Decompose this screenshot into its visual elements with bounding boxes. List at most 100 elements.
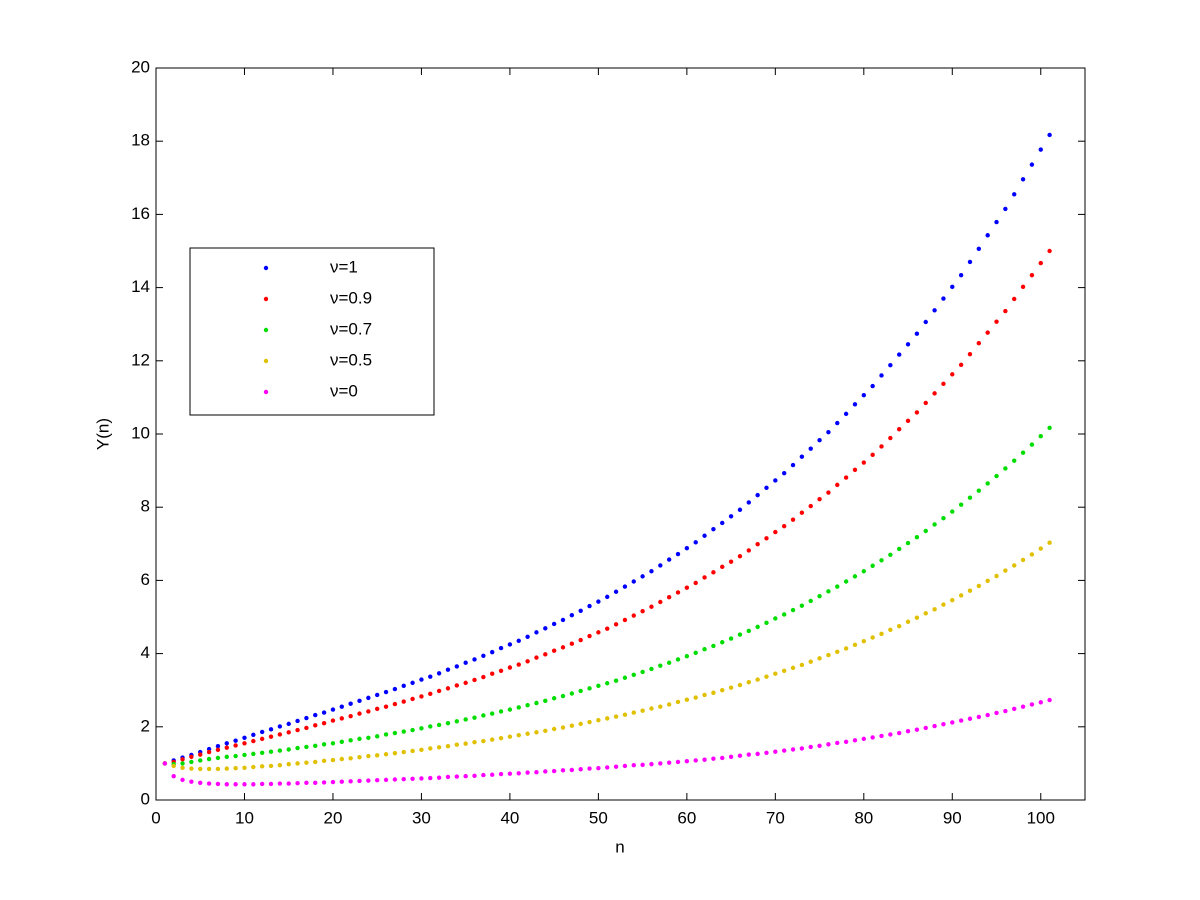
point (295, 718, 300, 724)
point (419, 776, 424, 781)
point (755, 677, 760, 682)
point (914, 535, 920, 540)
point (428, 775, 433, 781)
point (1012, 706, 1017, 712)
point (490, 772, 495, 777)
point (950, 284, 955, 290)
point (330, 757, 336, 763)
y-tick-label: 6 (141, 570, 150, 589)
point (958, 593, 964, 598)
point (711, 690, 716, 695)
point (277, 781, 283, 786)
point (605, 765, 610, 770)
point (277, 724, 283, 729)
point (1003, 708, 1008, 714)
point (773, 478, 778, 483)
point (1012, 296, 1017, 302)
point (967, 495, 973, 500)
point (224, 741, 229, 746)
point (773, 529, 778, 535)
point (649, 761, 654, 767)
point (472, 715, 477, 720)
point (746, 500, 751, 505)
point (879, 733, 884, 739)
point (374, 706, 380, 712)
point (826, 589, 831, 594)
point (649, 706, 654, 711)
point (985, 233, 990, 238)
point (879, 558, 884, 563)
point (286, 761, 291, 767)
point (374, 778, 380, 783)
point (569, 723, 575, 728)
point (808, 744, 813, 750)
point (436, 745, 442, 750)
point (410, 727, 415, 733)
point (215, 766, 221, 772)
point (516, 705, 521, 710)
y-tick-label: 16 (131, 204, 150, 223)
point (755, 751, 760, 757)
point (321, 720, 327, 726)
point (994, 473, 999, 479)
point (277, 732, 283, 737)
point (994, 573, 999, 579)
point (419, 747, 424, 753)
point (366, 695, 371, 701)
legend-box (189, 247, 435, 416)
point (251, 782, 256, 787)
point (711, 643, 716, 649)
point (1020, 284, 1026, 290)
point (304, 725, 309, 731)
point (428, 691, 433, 697)
point (746, 679, 751, 685)
point (374, 734, 380, 739)
point (410, 748, 415, 754)
point (587, 633, 592, 639)
point (781, 612, 787, 617)
point (392, 750, 398, 756)
point (1003, 568, 1008, 573)
point (967, 259, 973, 265)
point (622, 763, 628, 769)
point (498, 668, 504, 674)
point (658, 599, 663, 605)
point (605, 626, 610, 631)
point (658, 704, 663, 709)
point (233, 753, 238, 759)
point (383, 689, 389, 695)
point (295, 780, 300, 786)
point (383, 732, 389, 737)
point (463, 660, 468, 665)
point (224, 782, 229, 787)
point (189, 759, 194, 765)
x-tick-label: 20 (323, 808, 342, 827)
point (790, 462, 796, 468)
point (666, 660, 672, 665)
x-tick-label: 80 (854, 808, 873, 827)
point (525, 770, 530, 775)
point (596, 630, 601, 635)
point (1012, 563, 1017, 568)
point (490, 737, 495, 742)
point (259, 750, 265, 755)
point (967, 716, 973, 721)
point (897, 352, 902, 357)
point (224, 745, 229, 750)
point (773, 671, 778, 676)
point (1020, 704, 1026, 709)
point (914, 410, 920, 415)
y-tick-label: 8 (141, 497, 150, 516)
point (941, 381, 946, 387)
point (436, 688, 442, 694)
point (835, 649, 840, 654)
point (976, 341, 982, 346)
point (348, 701, 353, 706)
point (472, 773, 477, 779)
point (737, 554, 743, 559)
point (481, 653, 486, 658)
point (861, 460, 867, 465)
point (781, 470, 787, 476)
x-tick-label: 60 (677, 808, 696, 827)
point (189, 754, 194, 760)
